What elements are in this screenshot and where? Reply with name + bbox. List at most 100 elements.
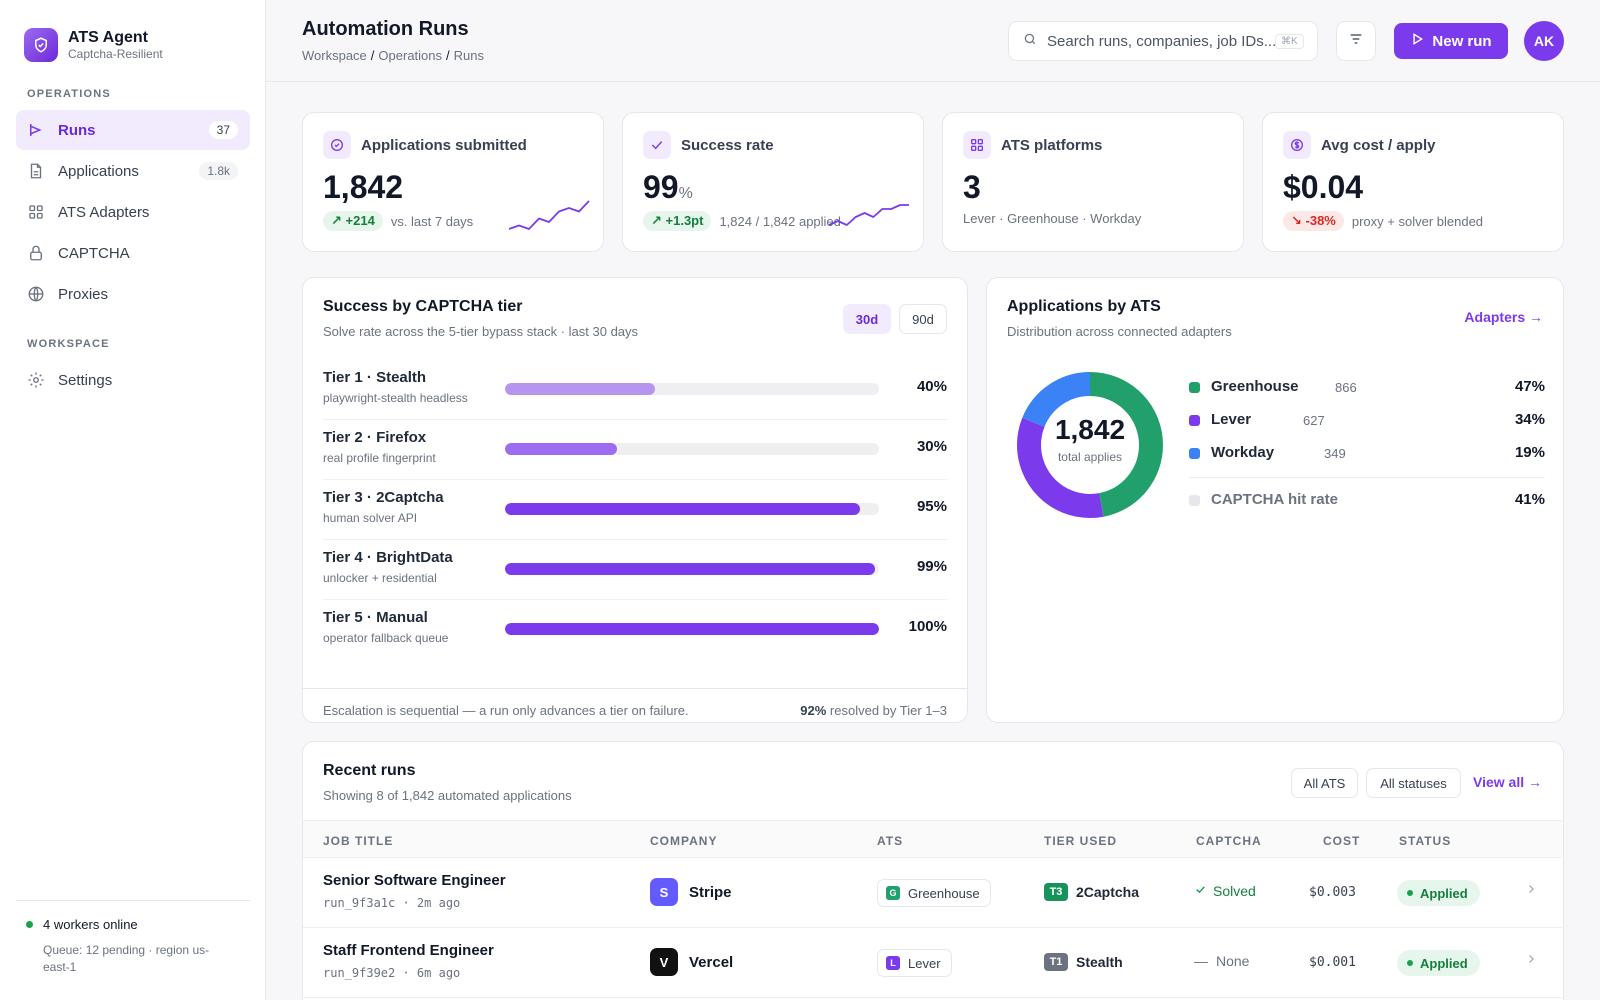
company-logo: S <box>650 878 678 906</box>
tier-desc: real profile fingerprint <box>323 451 436 465</box>
search-icon <box>1023 32 1037 51</box>
tier-row: Tier 3 · 2Captcha human solver API 95% <box>323 480 947 540</box>
tier-row: Tier 5 · Manual operator fallback queue 10… <box>323 600 947 660</box>
section-title: Recent runs <box>323 762 416 779</box>
section-subtitle: Solve rate across the 5-tier bypass stac… <box>323 324 639 339</box>
search-box[interactable]: ⌘K <box>1008 21 1318 61</box>
dollar-icon <box>1283 131 1311 159</box>
tier-name: Tier 5 · Manual <box>323 609 428 626</box>
chevron-right-icon[interactable] <box>1525 882 1537 900</box>
kpi-label: Avg cost / apply <box>1321 136 1436 154</box>
col-ats[interactable]: ATS <box>877 834 904 848</box>
user-avatar[interactable]: AK <box>1524 21 1564 61</box>
applications-count-badge: 1.8k <box>199 162 238 180</box>
kpi-delta-badge: ↗ +1.3pt <box>643 211 712 231</box>
tier-name: Tier 2 · Firefox <box>323 429 427 446</box>
sidebar-item-label: Runs <box>58 121 96 139</box>
check-icon <box>643 131 671 159</box>
breadcrumb-operations[interactable]: Operations <box>378 48 443 63</box>
filter-icon <box>1348 31 1364 52</box>
col-job-title[interactable]: JOB TITLE <box>323 834 394 848</box>
filter-button[interactable] <box>1336 21 1376 61</box>
company: V Vercel <box>650 948 733 976</box>
tier-bar <box>505 503 861 515</box>
breadcrumb-workspace[interactable]: Workspace <box>302 48 367 63</box>
captcha-status: — None <box>1194 953 1250 969</box>
kpi-label: Success rate <box>681 136 774 154</box>
sidebar-item-applications[interactable]: Applications 1.8k <box>16 151 250 191</box>
sidebar-item-settings[interactable]: Settings <box>16 360 250 400</box>
sidebar-item-ats-adapters[interactable]: ATS Adapters <box>16 192 250 232</box>
company: S Stripe <box>650 878 732 906</box>
tier-row: Tier 4 · BrightData unlocker + residentia… <box>323 540 947 600</box>
range-toggle-30d[interactable]: 30d <box>843 304 891 334</box>
view-all-link[interactable]: View all → <box>1473 774 1542 790</box>
donut-slice-workday[interactable] <box>1017 372 1163 518</box>
tier-desc: operator fallback queue <box>323 631 449 645</box>
sidebar-item-runs[interactable]: Runs 37 <box>16 110 250 150</box>
shield-logo-icon <box>24 28 58 62</box>
col-tier-used[interactable]: TIER USED <box>1044 834 1118 848</box>
run-cost: $0.003 <box>1309 885 1356 900</box>
donut-slice-lever[interactable] <box>1017 372 1163 518</box>
dash-icon: — <box>1194 953 1208 969</box>
sidebar-item-label: ATS Adapters <box>58 203 150 221</box>
range-toggle-90d[interactable]: 90d <box>899 304 947 334</box>
filter-all-statuses[interactable]: All statuses <box>1366 768 1461 798</box>
filter-all-ats[interactable]: All ATS <box>1291 768 1358 798</box>
brand[interactable]: ATS Agent Captcha-Resilient <box>24 28 163 62</box>
tier-bar <box>505 383 655 395</box>
tier-percent: 95% <box>916 498 947 515</box>
chevron-right-icon[interactable] <box>1525 952 1537 970</box>
sparkline-path <box>828 204 909 226</box>
tier-name: Tier 4 · BrightData <box>323 549 453 566</box>
col-cost[interactable]: COST <box>1323 834 1361 848</box>
resolved-stat: 92% resolved by Tier 1–3 <box>800 703 947 718</box>
play-icon <box>1410 32 1424 50</box>
workers-status: 4 workers online Queue: 12 pending · reg… <box>16 900 250 976</box>
sparkline <box>828 204 909 226</box>
kpi-note: 1,824 / 1,842 applied <box>719 213 841 229</box>
kpi-label: ATS platforms <box>1001 136 1103 154</box>
sidebar-item-proxies[interactable]: Proxies <box>16 274 250 314</box>
adapters-link[interactable]: Adapters → <box>1464 309 1543 325</box>
legend-item-workday[interactable]: Workday 349 19% <box>1189 442 1545 466</box>
sidebar-item-label: Applications <box>58 162 139 180</box>
tier-row: Tier 1 · Stealth playwright-stealth headl… <box>323 360 947 420</box>
ats-chip: G Greenhouse <box>877 879 991 907</box>
tier-bar-track <box>505 383 879 395</box>
escalation-note: Escalation is sequential — a run only ad… <box>323 703 689 718</box>
lock-icon <box>26 243 46 263</box>
col-company[interactable]: COMPANY <box>650 834 718 848</box>
kpi-delta-badge: ↘ -38% <box>1283 211 1344 231</box>
online-dot <box>26 921 33 928</box>
sidebar-item-captcha[interactable]: CAPTCHA <box>16 233 250 273</box>
legend-item-lever[interactable]: Lever 627 34% <box>1189 409 1545 433</box>
col-status[interactable]: STATUS <box>1399 834 1452 848</box>
sparkline-path <box>508 200 590 230</box>
table-row[interactable]: Staff Frontend Engineer run_9f39e2 · 6m … <box>303 928 1562 998</box>
legend-swatch <box>1189 382 1200 393</box>
section-title: Applications by ATS <box>1007 298 1161 315</box>
kpi-applications-submitted: Applications submitted 1,842 ↗ +214 vs. … <box>302 112 604 252</box>
table-row[interactable]: Senior Software Engineer run_9f3a1c · 2m… <box>303 858 1562 928</box>
globe-icon <box>26 284 46 304</box>
grid-icon <box>26 202 46 222</box>
sidebar: ATS Agent Captcha-Resilient OPERATIONS R… <box>0 0 266 1000</box>
gear-icon <box>26 370 46 390</box>
captcha-tier-card: Success by CAPTCHA tier Solve rate acros… <box>302 277 968 723</box>
search-shortcut-hint: ⌘K <box>1275 33 1304 49</box>
tier-bar <box>505 563 876 575</box>
legend-item-greenhouse[interactable]: Greenhouse 866 47% <box>1189 376 1545 400</box>
tier-percent: 30% <box>916 438 947 455</box>
sparkline <box>508 200 590 230</box>
tier-name: Tier 3 · 2Captcha <box>323 489 444 506</box>
col-captcha[interactable]: CAPTCHA <box>1196 834 1262 848</box>
top-header: Automation Runs Workspace / Operations / Run… <box>266 0 1600 82</box>
nav-section-operations: OPERATIONS <box>27 88 111 100</box>
grid-icon <box>963 131 991 159</box>
search-input[interactable] <box>1047 32 1275 50</box>
new-run-button[interactable]: New run <box>1394 23 1508 59</box>
run-id: run_9f3a1c · 2m ago <box>323 896 461 910</box>
tier-desc: playwright-stealth headless <box>323 391 468 405</box>
